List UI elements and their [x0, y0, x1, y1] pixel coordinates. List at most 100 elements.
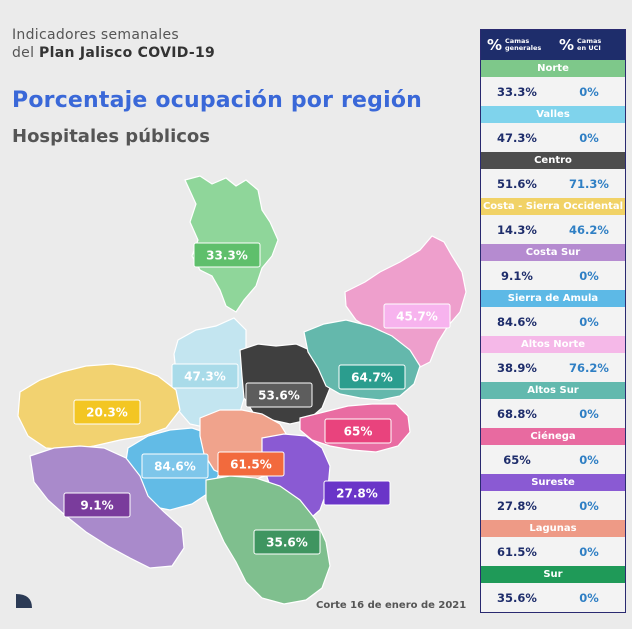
table-row: 27.8% 0% — [481, 491, 625, 520]
general-beds-value: 38.9% — [497, 360, 537, 375]
map-labels: 33.3% 45.7% 47.3% 53.6% 64.7% 20.3% 65% 84.6% 61… — [63, 242, 451, 555]
icu-beds-value: 0% — [579, 130, 599, 145]
icu-beds-value: 0% — [579, 498, 599, 513]
table-row: 33.3% 0% — [481, 77, 625, 106]
map-label-box — [63, 492, 131, 518]
general-beds-value: 9.1% — [501, 268, 533, 283]
region-header-5: Sierra de Amula — [481, 290, 625, 307]
table-row: 51.6% 71.3% — [481, 169, 625, 198]
region-header-4: Costa Sur — [481, 244, 625, 261]
region-header-7: Altos Sur — [481, 382, 625, 399]
map-label-box — [338, 364, 406, 390]
map-label: 27.8% — [323, 480, 391, 506]
region-header-3: Costa - Sierra Occidental — [481, 198, 625, 215]
map-label: 33.3% — [193, 242, 261, 268]
region-header-9: Sureste — [481, 474, 625, 491]
map-label-value: 35.6% — [266, 536, 308, 550]
header-general-label: Camas generales — [505, 38, 541, 52]
icu-beds-value: 0% — [579, 452, 599, 467]
header-line-2-bold: Plan Jalisco COVID-19 — [39, 45, 216, 61]
table-row: 47.3% 0% — [481, 123, 625, 152]
header-icu-label-b: en UCI — [577, 44, 601, 52]
map-label: 20.3% — [73, 399, 141, 425]
page-title: Porcentaje ocupación por región — [12, 88, 423, 113]
header-general-label-a: Camas — [505, 37, 530, 45]
icu-beds-value: 0% — [579, 268, 599, 283]
region-header-6: Altos Norte — [481, 336, 625, 353]
region-header-8: Ciénega — [481, 428, 625, 445]
map-label-box — [217, 451, 285, 477]
header-line-2: del Plan Jalisco COVID-19 — [12, 44, 215, 62]
map-label-value: 33.3% — [206, 249, 248, 263]
page-subtitle: Hospitales públicos — [12, 126, 210, 147]
map-label-value: 64.7% — [351, 371, 393, 385]
header-line-1: Indicadores semanales — [12, 27, 179, 43]
header-general-label-b: generales — [505, 44, 542, 52]
table-row: 9.1% 0% — [481, 261, 625, 290]
map-label: 45.7% — [383, 303, 451, 329]
general-beds-value: 27.8% — [497, 498, 537, 513]
icu-beds-value: 0% — [579, 544, 599, 559]
general-beds-value: 33.3% — [497, 84, 537, 99]
general-beds-value: 51.6% — [497, 176, 537, 191]
table-row: 61.5% 0% — [481, 537, 625, 566]
table-row: 14.3% 46.2% — [481, 215, 625, 244]
header-icu-beds: % Camas en UCI — [553, 36, 625, 54]
icu-beds-value: 0% — [579, 590, 599, 605]
table-row: 84.6% 0% — [481, 307, 625, 336]
table-body: Norte 33.3% 0% Valles 47.3% 0% Centro 51.6% 71.3… — [481, 60, 625, 612]
icu-beds-value: 46.2% — [569, 222, 609, 237]
map-label-box — [253, 529, 321, 555]
map-label-value: 61.5% — [230, 458, 272, 472]
table-row: 38.9% 76.2% — [481, 353, 625, 382]
header-general-beds: % Camas generales — [481, 36, 553, 54]
map-label: 64.7% — [338, 364, 406, 390]
map-label-value: 45.7% — [396, 310, 438, 324]
map-label-box — [324, 418, 392, 444]
map-label: 61.5% — [217, 451, 285, 477]
general-beds-value: 84.6% — [497, 314, 537, 329]
map-label-value: 84.6% — [154, 460, 196, 474]
footer-date: Corte 16 de enero de 2021 — [316, 600, 467, 611]
region-header-0: Norte — [481, 60, 625, 77]
map-label-value: 53.6% — [258, 389, 300, 403]
map-label-box — [193, 242, 261, 268]
icu-beds-value: 0% — [579, 84, 599, 99]
table-row: 68.8% 0% — [481, 399, 625, 428]
general-beds-value: 35.6% — [497, 590, 537, 605]
icu-beds-value: 76.2% — [569, 360, 609, 375]
map-regions — [17, 175, 467, 605]
map-label: 35.6% — [253, 529, 321, 555]
map-label-value: 47.3% — [184, 370, 226, 384]
percent-icon: % — [559, 36, 575, 54]
map-label: 84.6% — [141, 453, 209, 479]
region-header-2: Centro — [481, 152, 625, 169]
region-header-11: Sur — [481, 566, 625, 583]
corner-logo-icon — [16, 594, 32, 608]
occupancy-table: % Camas generales % Camas en UCI Norte 33.3… — [480, 29, 626, 613]
table-header: % Camas generales % Camas en UCI — [481, 30, 625, 60]
map-label-box — [171, 363, 239, 389]
table-row: 65% 0% — [481, 445, 625, 474]
region-header-10: Lagunas — [481, 520, 625, 537]
general-beds-value: 14.3% — [497, 222, 537, 237]
map-label: 47.3% — [171, 363, 239, 389]
icu-beds-value: 0% — [579, 314, 599, 329]
map-label: 53.6% — [245, 382, 313, 408]
header-icu-label-a: Camas — [577, 37, 602, 45]
icu-beds-value: 71.3% — [569, 176, 609, 191]
map-label-value: 27.8% — [336, 487, 378, 501]
table-row: 35.6% 0% — [481, 583, 625, 612]
header-icu-label: Camas en UCI — [577, 38, 601, 52]
map-label-box — [73, 399, 141, 425]
map-label: 9.1% — [63, 492, 131, 518]
map-label-box — [245, 382, 313, 408]
general-beds-value: 47.3% — [497, 130, 537, 145]
map-label-value: 9.1% — [80, 499, 113, 513]
general-beds-value: 65% — [503, 452, 531, 467]
map-label-box — [383, 303, 451, 329]
icu-beds-value: 0% — [579, 406, 599, 421]
percent-icon: % — [487, 36, 503, 54]
map-label-value: 20.3% — [86, 406, 128, 420]
